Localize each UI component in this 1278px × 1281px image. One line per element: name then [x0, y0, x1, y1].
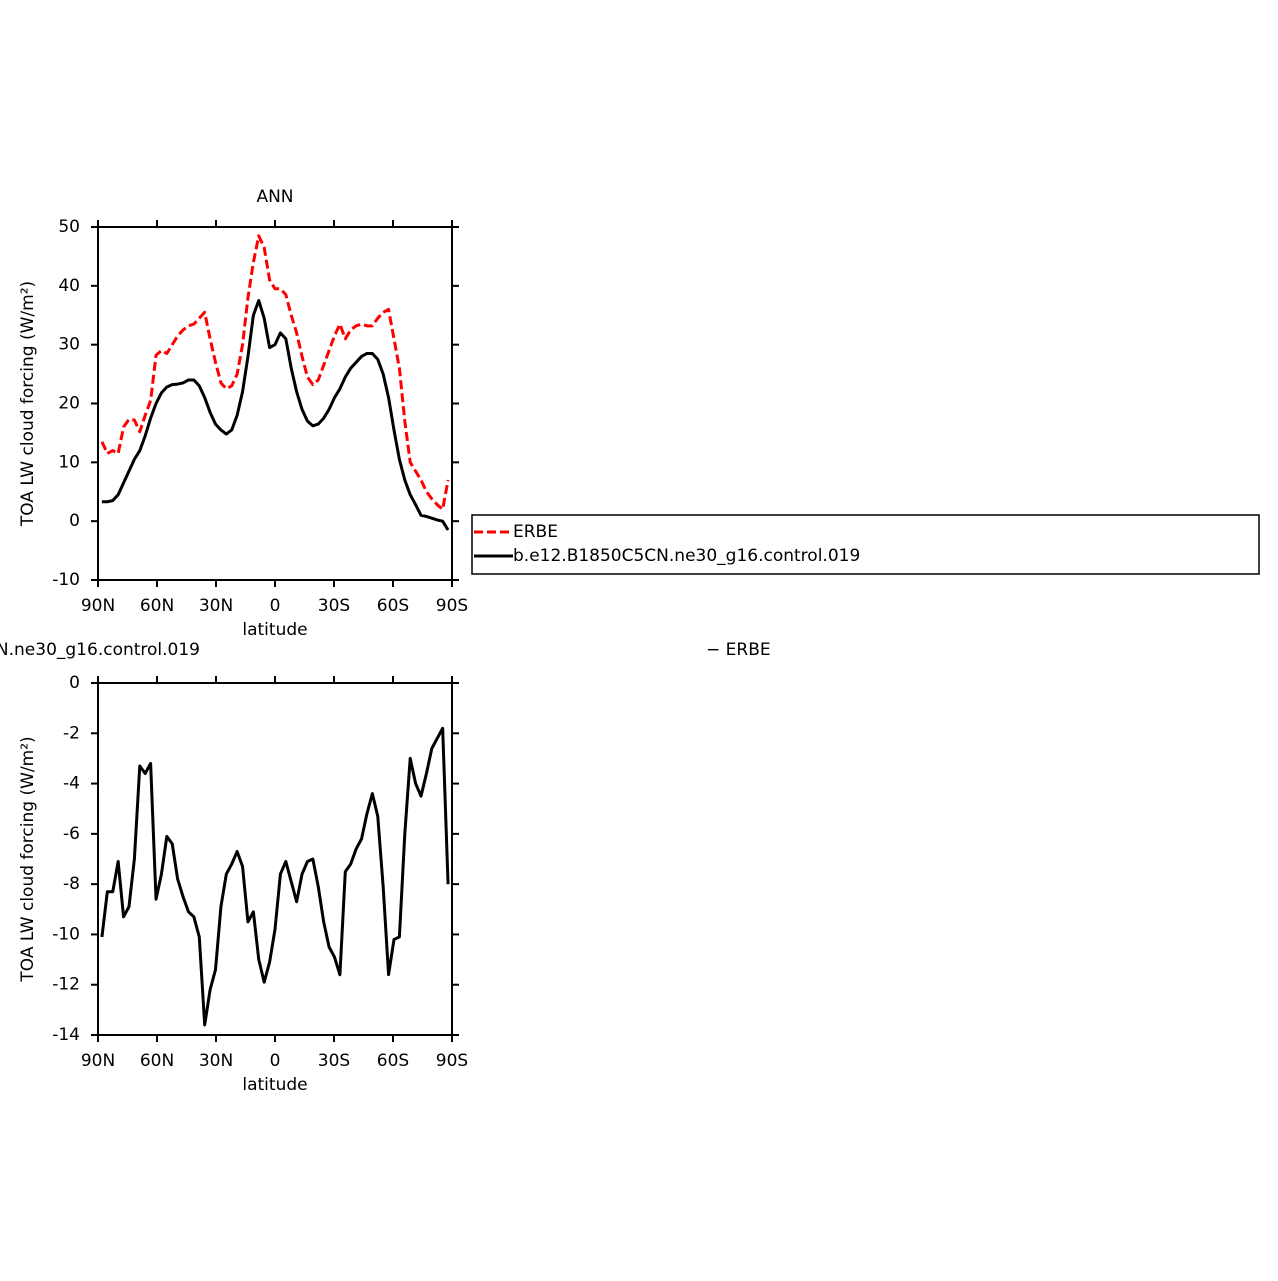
x-tick-label: 30S [318, 596, 350, 616]
y-tick-label: 50 [58, 217, 80, 237]
x-tick-label: 60N [140, 596, 174, 616]
x-tick-label: 60S [377, 596, 409, 616]
y-axis-label: TOA LW cloud forcing (W/m²) [18, 736, 38, 982]
legend-label: ERBE [513, 522, 558, 542]
y-tick-label: 40 [58, 276, 80, 296]
y-tick-label: -14 [52, 1025, 80, 1045]
legend-box [471, 514, 1260, 575]
y-tick-label: 0 [69, 673, 80, 693]
x-tick-label: 0 [270, 596, 281, 616]
legend-label: b.e12.B1850C5CN.ne30_g16.control.019 [513, 546, 860, 566]
x-tick-label: 60S [377, 1051, 409, 1071]
data-line [101, 299, 450, 531]
chart-title: ANN [256, 187, 293, 207]
y-tick-label: -4 [63, 774, 80, 794]
x-axis-label: latitude [242, 1075, 307, 1095]
x-tick-label: 0 [270, 1051, 281, 1071]
x-tick-label: 30S [318, 1051, 350, 1071]
x-tick-label: 30N [199, 1051, 233, 1071]
x-tick-label: 90N [81, 596, 115, 616]
data-line [100, 234, 450, 511]
x-tick-label: 90S [436, 596, 468, 616]
y-tick-label: -2 [63, 723, 80, 743]
x-tick-label: 60N [140, 1051, 174, 1071]
y-axis-label: TOA LW cloud forcing (W/m²) [18, 281, 38, 527]
y-tick-label: -10 [52, 570, 80, 590]
y-tick-label: 20 [58, 394, 80, 414]
y-tick-label: 10 [58, 452, 80, 472]
y-tick-label: -6 [63, 824, 80, 844]
y-tick-label: 30 [58, 335, 80, 355]
y-tick-label: 0 [69, 511, 80, 531]
x-tick-label: 30N [199, 596, 233, 616]
chart-title: b.e12.B1850C5CN.ne30_g16.control.019 [0, 640, 200, 660]
y-tick-label: -8 [63, 874, 80, 894]
y-tick-label: -12 [52, 975, 80, 995]
x-axis-label: latitude [242, 620, 307, 640]
x-tick-label: 90S [436, 1051, 468, 1071]
y-tick-label: -10 [52, 924, 80, 944]
chart-title: − ERBE [706, 640, 771, 660]
x-tick-label: 90N [81, 1051, 115, 1071]
data-line [100, 726, 450, 1027]
